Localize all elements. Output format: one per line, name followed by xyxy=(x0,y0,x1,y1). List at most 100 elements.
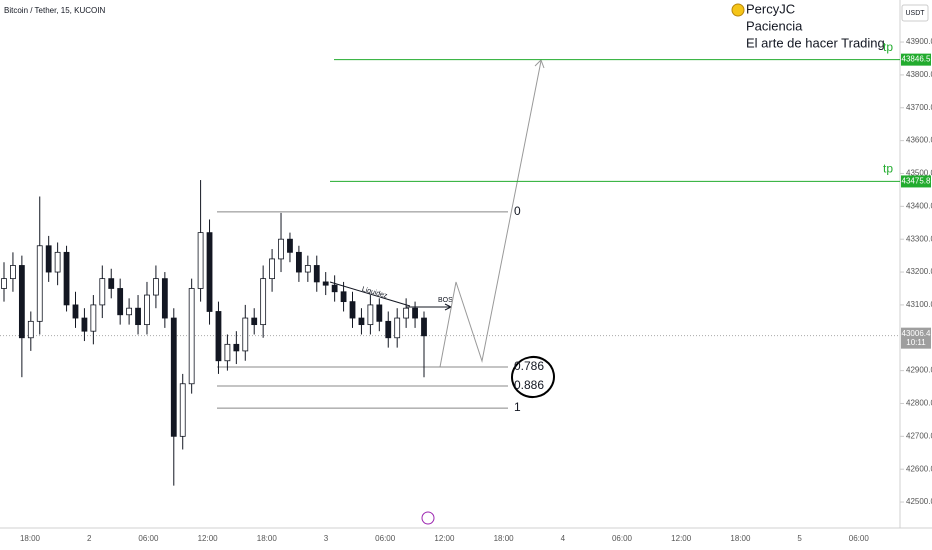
candle-body xyxy=(117,288,124,316)
candle-body xyxy=(108,278,115,289)
y-tick-label: 43700.0 xyxy=(906,103,932,112)
y-tick-label: 42900.0 xyxy=(906,366,932,375)
x-tick-label: 2 xyxy=(87,534,92,543)
emoji xyxy=(731,3,745,17)
candle-body xyxy=(10,265,16,280)
x-tick-label: 18:00 xyxy=(494,534,515,543)
candle-body xyxy=(313,265,320,283)
x-tick-label: 06:00 xyxy=(612,534,633,543)
x-tick-label: 18:00 xyxy=(20,534,41,543)
currency-box xyxy=(901,4,929,22)
price-tag xyxy=(901,53,931,66)
x-tick-label: 12:00 xyxy=(671,534,692,543)
candle-body xyxy=(126,307,133,316)
x-tick-label: 4 xyxy=(561,534,566,543)
candle-body xyxy=(385,320,392,339)
y-tick-label: 43900.0 xyxy=(906,37,932,46)
candle-body xyxy=(287,238,293,253)
y-tick-label: 42700.0 xyxy=(906,431,932,440)
candle-body xyxy=(153,278,159,296)
candle-body xyxy=(242,317,249,352)
candle-body xyxy=(188,288,195,385)
target-label: tp xyxy=(883,162,893,176)
candle-body xyxy=(403,307,410,319)
x-tick-label: 18:00 xyxy=(257,534,278,543)
candle-body xyxy=(412,307,418,319)
candle-body xyxy=(394,317,401,339)
x-tick-label: 12:00 xyxy=(198,534,219,543)
y-tick-label: 43200.0 xyxy=(906,267,932,276)
candle-body xyxy=(27,320,34,339)
y-tick-label: 43600.0 xyxy=(906,136,932,145)
y-tick-label: 43100.0 xyxy=(906,300,932,309)
candle-body xyxy=(54,251,61,273)
candle-body xyxy=(90,304,97,332)
candle-body xyxy=(72,304,79,319)
fib-label: 0 xyxy=(514,204,521,218)
candle-body xyxy=(278,238,284,260)
y-tick-label: 43400.0 xyxy=(906,201,932,210)
candle-body xyxy=(197,232,204,289)
candle-body xyxy=(233,343,240,352)
x-tick-label: 06:00 xyxy=(138,534,159,543)
current-price-label: 43006.4 xyxy=(902,329,931,338)
candle-body xyxy=(81,317,88,332)
y-tick-label: 43300.0 xyxy=(906,234,932,243)
x-tick-label: 12:00 xyxy=(434,534,455,543)
fib-label: 0.886 xyxy=(514,378,544,392)
chart-title: Bitcoin / Tether, 15, KUCOIN xyxy=(4,6,105,15)
candle-body xyxy=(179,383,186,437)
x-tick-label: 18:00 xyxy=(730,534,751,543)
candle-body xyxy=(322,281,329,286)
candle-body xyxy=(304,265,311,273)
countdown-label: 10:11 xyxy=(906,338,926,347)
candle-body xyxy=(251,317,258,326)
y-tick-label: 42500.0 xyxy=(906,497,932,506)
candle-body xyxy=(260,278,267,326)
candle-body xyxy=(421,317,427,337)
candle-body xyxy=(1,278,7,289)
candle-body xyxy=(358,317,365,326)
candle-body xyxy=(349,301,356,319)
projection-path xyxy=(439,60,542,368)
y-tick-label: 42800.0 xyxy=(906,399,932,408)
currency: USDT xyxy=(905,10,925,17)
target-label: tp xyxy=(883,40,893,54)
candle-body xyxy=(206,232,213,312)
candle-body xyxy=(331,284,338,293)
candle-body xyxy=(269,258,275,280)
fib-label: 1 xyxy=(514,400,521,414)
candle-body xyxy=(340,291,347,303)
candle-body xyxy=(99,278,106,306)
x-tick-label: 3 xyxy=(324,534,329,543)
candle-body xyxy=(367,304,374,326)
candle-body xyxy=(376,304,383,322)
annotation: Paciencia xyxy=(746,18,803,33)
candle-body xyxy=(170,317,177,437)
y-tick-label: 43800.0 xyxy=(906,70,932,79)
candle-body xyxy=(161,278,168,319)
y-tick-label: 43500.0 xyxy=(906,169,932,178)
candle-body xyxy=(36,245,43,322)
candle-body xyxy=(18,265,25,339)
candle-body xyxy=(224,343,231,362)
candle-body xyxy=(295,251,302,273)
fib-label: 0.786 xyxy=(514,359,544,373)
highlight-circle xyxy=(511,355,555,399)
event-icon xyxy=(421,511,435,525)
annotation: El arte de hacer Trading xyxy=(746,35,885,50)
x-tick-label: 06:00 xyxy=(375,534,396,543)
y-tick-label: 42600.0 xyxy=(906,464,932,473)
candle-body xyxy=(135,307,141,326)
price-tag xyxy=(901,175,931,188)
bos-label: BOS xyxy=(438,297,453,304)
price-tag-label: 43846.5 xyxy=(902,55,931,64)
candle-body xyxy=(45,245,52,273)
candle-body xyxy=(63,251,70,306)
candle-body xyxy=(144,294,150,326)
price-tag-label: 43475.8 xyxy=(902,177,931,186)
annotation: PercyJC xyxy=(746,1,795,16)
candle-body xyxy=(215,311,222,362)
